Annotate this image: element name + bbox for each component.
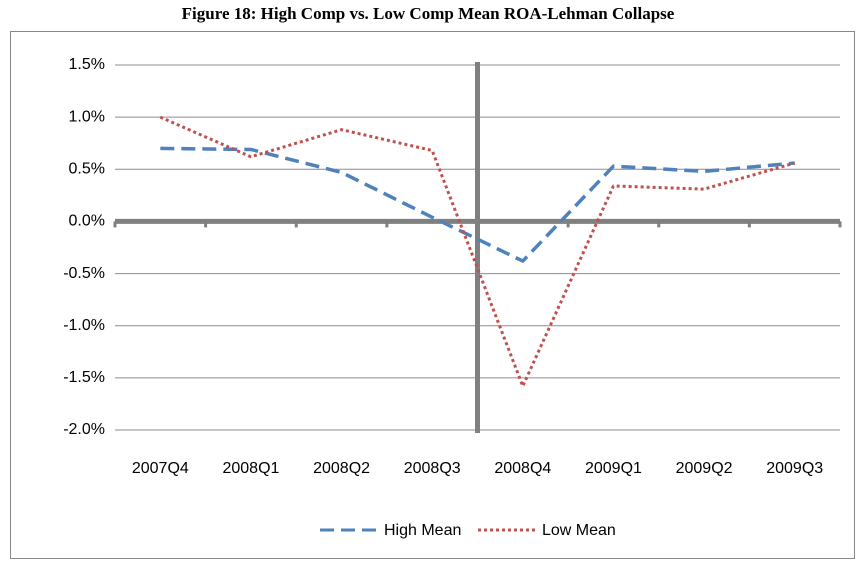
x-tick-label: 2009Q1 [585,460,642,477]
y-tick-label: 0.5% [69,161,105,178]
x-tick-label: 2009Q2 [676,460,733,477]
x-tick-label: 2008Q3 [404,460,461,477]
y-tick-label: 0.0% [69,213,105,230]
x-tick-label: 2008Q4 [494,460,551,477]
chart-frame [10,31,855,559]
y-tick-label: -1.5% [63,369,105,386]
x-tick-label: 2008Q1 [222,460,279,477]
x-tick-label: 2008Q2 [313,460,370,477]
series-line [159,115,796,388]
y-tick-label: 1.5% [69,56,105,73]
y-tick-label: -0.5% [63,265,105,282]
legend-label: High Mean [384,522,461,539]
chart-title: Figure 18: High Comp vs. Low Comp Mean R… [182,4,675,23]
x-tick-label: 2009Q3 [766,460,823,477]
legend-label: Low Mean [542,522,616,539]
y-tick-label: -2.0% [63,421,105,438]
x-tick-label: 2007Q4 [132,460,189,477]
y-tick-label: 1.0% [69,108,105,125]
y-tick-label: -1.0% [63,317,105,334]
